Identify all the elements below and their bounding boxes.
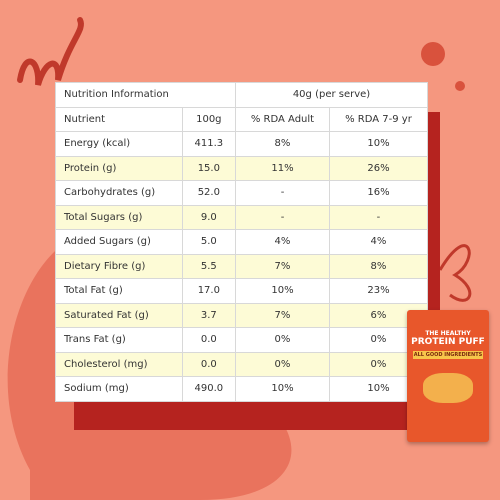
table-row: Cholesterol (mg) 0.0 0% 0% [55, 351, 429, 377]
table-row: Saturated Fat (g) 3.7 7% 6% [55, 302, 429, 328]
table-cell: 9.0 [181, 204, 237, 230]
table-cell: Cholesterol (mg) [55, 351, 183, 377]
table-cell: 4% [328, 229, 429, 255]
table-row: Trans Fat (g) 0.0 0% 0% [55, 327, 429, 353]
table-cell: 52.0 [181, 180, 237, 206]
circle [455, 81, 465, 91]
circle [421, 42, 445, 66]
table-cell: 411.3 [181, 131, 237, 157]
table-cell: 16% [328, 180, 429, 206]
squiggle [17, 17, 84, 86]
table-cell: 3.7 [181, 302, 237, 328]
table-cell: 8% [235, 131, 330, 157]
table-cell: - [235, 180, 330, 206]
table-cell: Saturated Fat (g) [55, 302, 183, 328]
header-row: Nutrition Information 40g (per serve) [54, 82, 428, 108]
table-cell: 490.0 [181, 376, 237, 402]
column-header: % RDA Adult [235, 106, 330, 132]
table-row: Added Sugars (g) 5.0 4% 4% [55, 229, 429, 255]
product-package: THE HEALTHY PROTEIN PUFF ALL GOOD INGRED… [407, 310, 489, 442]
table-row: Protein (g) 15.0 11% 26% [55, 155, 429, 181]
column-header: % RDA 7-9 yr [328, 106, 429, 132]
table-cell: 0% [235, 351, 330, 377]
table-row: Total Sugars (g) 9.0- - [55, 204, 429, 230]
table-cell: 26% [328, 155, 429, 181]
table-row: Carbohydrates (g) 52.0-16% [55, 180, 429, 206]
table-cell: Trans Fat (g) [55, 327, 183, 353]
table-cell: 11% [235, 155, 330, 181]
table-cell: 10% [235, 376, 330, 402]
squiggle [438, 244, 472, 302]
table-cell: Added Sugars (g) [55, 229, 183, 255]
table-cell: Dietary Fibre (g) [55, 253, 183, 279]
nutrition-table: Nutrition Information 40g (per serve) Nutr… [54, 82, 429, 402]
table-cell: 10% [328, 131, 429, 157]
table-cell: Sodium (mg) [55, 376, 183, 402]
table-row: Sodium (mg) 490.0 10% 10% [55, 376, 429, 402]
table-row: Total Fat (g) 17.0 10% 23% [55, 278, 429, 304]
header-cell: 40g (per serve) [235, 82, 428, 108]
column-row: Nutrient 100g% RDA Adult% RDA 7-9 yr [55, 106, 429, 132]
package-text: THE HEALTHY [425, 330, 471, 337]
table-cell: 4% [235, 229, 330, 255]
table-cell: 7% [235, 253, 330, 279]
header-cell: Nutrition Information [54, 82, 237, 108]
table-row: Dietary Fibre (g) 5.5 7% 8% [55, 253, 429, 279]
column-header: 100g [181, 106, 237, 132]
table-cell: 5.5 [181, 253, 237, 279]
table-cell: 0% [235, 327, 330, 353]
table-cell: 10% [235, 278, 330, 304]
package-photo [423, 373, 473, 403]
table-cell: 17.0 [181, 278, 237, 304]
column-header: Nutrient [55, 106, 183, 132]
table-cell: Carbohydrates (g) [55, 180, 183, 206]
table-cell: - [328, 204, 429, 230]
table-cell: Total Fat (g) [55, 278, 183, 304]
package-text: PROTEIN PUFF [411, 337, 485, 347]
table-cell: Protein (g) [55, 155, 183, 181]
table-row: Energy (kcal) 411.3 8% 10% [55, 131, 429, 157]
table-cell: - [235, 204, 330, 230]
table-cell: Energy (kcal) [55, 131, 183, 157]
package-text: ALL GOOD INGREDIENTS [413, 351, 483, 359]
table-cell: 7% [235, 302, 330, 328]
table-cell: Total Sugars (g) [55, 204, 183, 230]
table-cell: 5.0 [181, 229, 237, 255]
table-cell: 15.0 [181, 155, 237, 181]
table-cell: 23% [328, 278, 429, 304]
table-cell: 8% [328, 253, 429, 279]
table-cell: 0.0 [181, 351, 237, 377]
table-cell: 0.0 [181, 327, 237, 353]
